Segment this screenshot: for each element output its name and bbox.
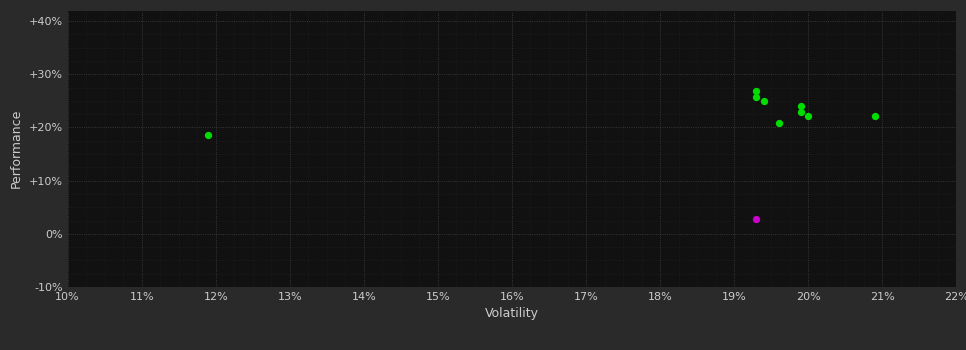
Point — [749, 216, 764, 222]
Point — [756, 98, 772, 104]
Point — [793, 109, 809, 114]
Y-axis label: Performance: Performance — [10, 109, 23, 188]
Point — [749, 94, 764, 99]
Point — [771, 120, 786, 126]
Point — [201, 133, 216, 138]
Point — [749, 89, 764, 94]
Point — [801, 113, 816, 119]
Point — [793, 103, 809, 109]
X-axis label: Volatility: Volatility — [485, 307, 539, 320]
Point — [867, 113, 883, 119]
